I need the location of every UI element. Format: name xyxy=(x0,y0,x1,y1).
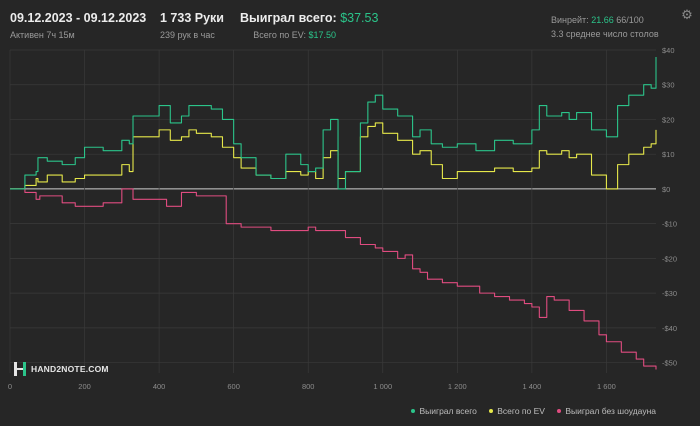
legend-item-showdown[interactable]: Выиграл без шоудауна xyxy=(557,406,656,416)
x-tick-label: 1 000 xyxy=(373,382,392,391)
avg-tables: 3.3 среднее число столов xyxy=(551,29,659,39)
chart-legend: Выиграл всего Всего по EV Выиграл без шо… xyxy=(401,405,656,416)
won-total: Выиграл всего: $37.53 xyxy=(240,11,378,25)
series-no-showdown-line xyxy=(10,188,657,370)
x-tick-label: 600 xyxy=(227,382,240,391)
y-tick-label: -$30 xyxy=(662,289,677,298)
series-ev-line xyxy=(10,122,657,190)
winrate-suffix: 66/100 xyxy=(616,15,644,25)
active-time: Активен 7ч 15м xyxy=(10,30,75,40)
x-tick-label: 400 xyxy=(153,382,166,391)
logo-text: HAND2NOTE.COM xyxy=(31,364,109,374)
legend-item-won[interactable]: Выиграл всего xyxy=(411,406,477,416)
x-tick-label: 1 200 xyxy=(448,382,467,391)
x-tick-label: 200 xyxy=(78,382,91,391)
y-tick-label: -$20 xyxy=(662,254,677,263)
y-tick-label: $30 xyxy=(662,81,675,90)
y-tick-label: $10 xyxy=(662,150,675,159)
x-tick-label: 1 600 xyxy=(597,382,616,391)
hand2note-logo-mark-icon xyxy=(14,362,26,376)
gear-icon[interactable]: ⚙ xyxy=(681,7,693,22)
y-tick-label: -$40 xyxy=(662,324,677,333)
y-tick-label: $0 xyxy=(662,185,670,194)
ev-total-label: Всего по EV: xyxy=(253,30,306,40)
x-tick-label: 1 400 xyxy=(522,382,541,391)
ev-total-value: $17.50 xyxy=(308,30,336,40)
x-tick-label: 0 xyxy=(8,382,12,391)
winrate: Винрейт: 21.66 66/100 xyxy=(551,15,644,25)
won-total-label: Выиграл всего: xyxy=(240,11,337,25)
date-range: 09.12.2023 - 09.12.2023 xyxy=(10,11,147,25)
hands-count: 1 733 Руки xyxy=(160,11,224,25)
y-tick-label: $40 xyxy=(662,46,675,55)
ev-total: Всего по EV: $17.50 xyxy=(253,30,336,40)
x-tick-label: 800 xyxy=(302,382,315,391)
legend-item-ev[interactable]: Всего по EV xyxy=(489,406,545,416)
won-total-value: $37.53 xyxy=(340,11,379,25)
series-won-total-line xyxy=(10,56,657,190)
hands-per-hour: 239 рук в час xyxy=(160,30,215,40)
stats-header: 09.12.2023 - 09.12.2023 Активен 7ч 15м 1… xyxy=(0,0,700,48)
winrate-value: 21.66 xyxy=(591,15,614,25)
winrate-label: Винрейт: xyxy=(551,15,589,25)
y-tick-label: -$10 xyxy=(662,220,677,229)
y-tick-label: -$50 xyxy=(662,359,677,368)
hand2note-logo: HAND2NOTE.COM xyxy=(14,362,109,376)
y-tick-label: $20 xyxy=(662,115,675,124)
